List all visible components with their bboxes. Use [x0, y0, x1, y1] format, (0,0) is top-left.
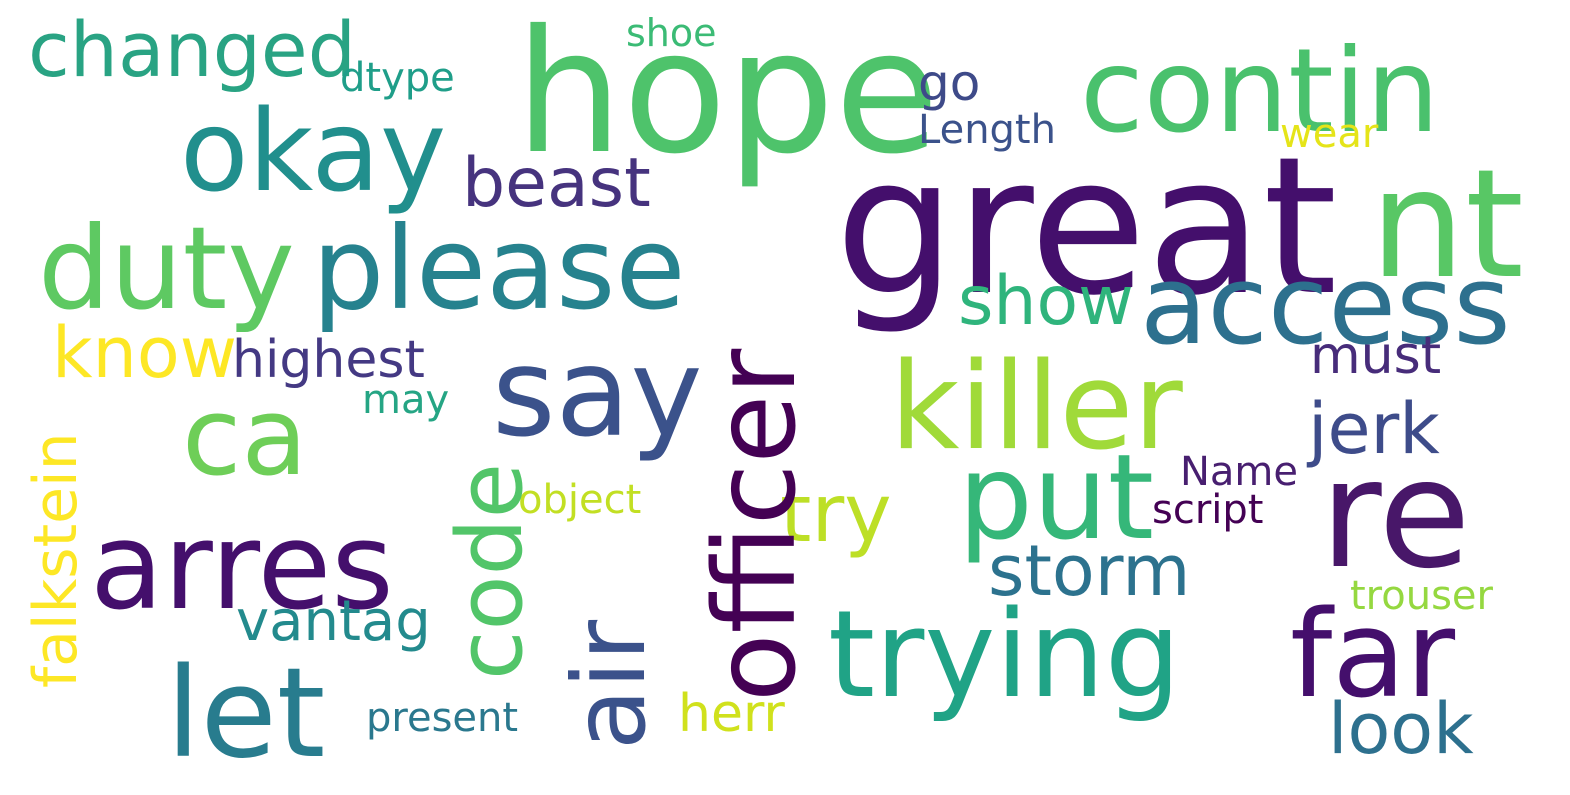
word-dtype: dtype — [340, 55, 455, 101]
word-air: air — [551, 619, 668, 750]
word-trouser: trouser — [1350, 573, 1493, 619]
word-herr: herr — [678, 684, 785, 744]
word-let: let — [166, 642, 326, 786]
word-trying: trying — [828, 586, 1181, 725]
word-jerk: jerk — [1308, 388, 1440, 470]
word-hope: hope — [515, 0, 940, 192]
word-changed: changed — [28, 5, 356, 94]
word-nt: nt — [1370, 138, 1524, 312]
word-show: show — [958, 262, 1134, 341]
word-killer: killer — [890, 338, 1183, 477]
word-falkstein: falkstein — [21, 432, 91, 688]
word-re: re — [1320, 428, 1471, 602]
word-please: please — [312, 202, 686, 335]
word-beast: beast — [462, 144, 651, 223]
word-look: look — [1328, 688, 1474, 770]
word-know: know — [52, 312, 237, 394]
word-length: Length — [918, 107, 1056, 153]
word-may: may — [362, 377, 450, 423]
word-highest: highest — [232, 330, 425, 390]
word-code: code — [438, 462, 543, 680]
word-shoe: shoe — [626, 11, 717, 55]
word-present: present — [366, 695, 519, 741]
word-wear: wear — [1280, 111, 1379, 157]
word-vantag: vantag — [236, 589, 431, 654]
word-script: script — [1152, 487, 1264, 533]
word-ca: ca — [182, 375, 308, 500]
word-storm: storm — [988, 530, 1191, 612]
word-object: object — [518, 477, 642, 523]
word-try: try — [780, 467, 892, 560]
word-put: put — [958, 428, 1154, 566]
word-duty: duty — [38, 202, 295, 335]
word-say: say — [492, 322, 703, 464]
word-contin: contin — [1080, 24, 1440, 159]
word-okay: okay — [180, 87, 447, 217]
word-great: great — [835, 116, 1338, 337]
word-name: Name — [1180, 449, 1299, 495]
word-arres: arres — [90, 498, 394, 637]
word-must: must — [1310, 326, 1442, 386]
word-access: access — [1140, 241, 1511, 369]
word-far: far — [1290, 586, 1456, 725]
word-go: go — [918, 54, 981, 112]
word-officer: officer — [691, 348, 821, 702]
